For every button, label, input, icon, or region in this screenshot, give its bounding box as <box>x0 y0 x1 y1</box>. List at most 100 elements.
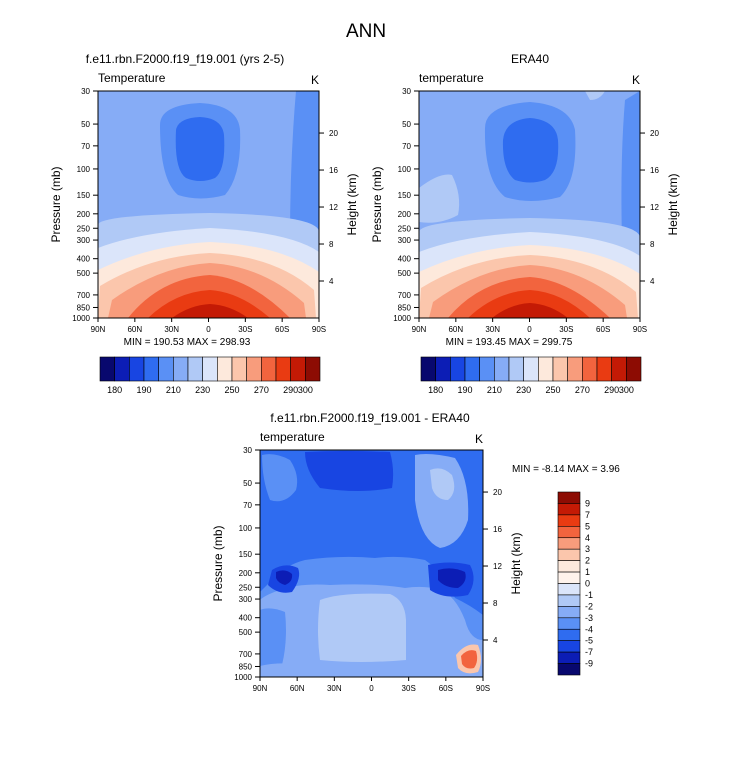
y-axis-label: Pressure (mb) <box>211 525 225 601</box>
y-tick-label: 400 <box>77 255 91 264</box>
colorbar-swatch <box>538 356 554 382</box>
colorbar-swatch <box>129 356 145 382</box>
colorbar-label: 2 <box>585 556 590 566</box>
contour-field <box>98 91 319 318</box>
contour-band-minus3-surface <box>260 608 286 669</box>
colorbar-swatch <box>557 640 581 653</box>
x-tick-label: 60S <box>596 325 610 334</box>
height-tick-label: 4 <box>493 636 498 645</box>
colorbar-label: 230 <box>195 385 210 395</box>
colorbar-swatch <box>479 356 495 382</box>
x-tick-label: 0 <box>206 325 211 334</box>
colorbar-swatch <box>290 356 306 382</box>
colorbar-swatch <box>158 356 174 382</box>
contour-band-polar-210 <box>290 91 319 255</box>
y-tick-label: 400 <box>398 255 412 264</box>
colorbar-swatch <box>557 560 581 573</box>
y-tick-label: 300 <box>239 595 253 604</box>
contour-band-minus5-top <box>305 451 394 491</box>
y-tick-label: 200 <box>398 210 412 219</box>
colorbar-swatch <box>187 356 203 382</box>
y-tick-label: 70 <box>402 142 411 151</box>
colorbar-label: 7 <box>585 510 590 520</box>
colorbar-swatch <box>420 356 436 382</box>
colorbar-swatch <box>173 356 189 382</box>
height-tick-label: 4 <box>329 277 334 286</box>
x-tick-label: 60N <box>127 325 142 334</box>
colorbar-label: -7 <box>585 647 593 657</box>
y-tick-label: 700 <box>77 291 91 300</box>
y-axis-label-right: Height (km) <box>509 532 523 594</box>
x-tick-label: 90S <box>476 684 490 693</box>
x-tick-label: 30S <box>238 325 252 334</box>
y-tick-label: 100 <box>77 165 91 174</box>
x-tick-label: 30N <box>327 684 342 693</box>
colorbar-swatch <box>450 356 466 382</box>
y-tick-label: 250 <box>398 224 412 233</box>
x-tick-label: 30S <box>402 684 416 693</box>
height-tick-label: 16 <box>493 525 502 534</box>
contour-field <box>260 450 483 677</box>
panel-model: f.e11.rbn.F2000.f19_f19.001 (yrs 2-5) Te… <box>49 52 359 395</box>
panel-title: f.e11.rbn.F2000.f19_f19.001 (yrs 2-5) <box>86 52 285 66</box>
colorbar-swatch <box>557 491 581 504</box>
x-tick-label: 60S <box>439 684 453 693</box>
x-tick-label: 60N <box>448 325 463 334</box>
panel-reanalysis: ERA40 temperature K 30507010015020025030… <box>370 52 680 395</box>
y-tick-label: 250 <box>77 224 91 233</box>
colorbar-swatch <box>557 594 581 607</box>
colorbar-swatch <box>261 356 277 382</box>
y-tick-label: 700 <box>398 291 412 300</box>
contour-band-200 <box>175 117 225 181</box>
y-tick-label: 250 <box>239 583 253 592</box>
colorbar-swatch <box>626 356 642 382</box>
contour-band-minus7-north <box>276 570 293 585</box>
colorbar-swatch <box>275 356 291 382</box>
colorbar-swatch <box>557 663 581 676</box>
x-tick-label: 90N <box>412 325 427 334</box>
colorbar-label: 270 <box>575 385 590 395</box>
x-tick-label: 90N <box>253 684 268 693</box>
field-label: temperature <box>260 430 325 444</box>
x-tick-label: 30S <box>559 325 573 334</box>
y-tick-label: 1000 <box>72 314 90 323</box>
y-tick-label: 100 <box>398 165 412 174</box>
colorbar: 180 190 210 230 250 270 290 300 <box>99 356 321 395</box>
y-tick-label: 300 <box>398 236 412 245</box>
colorbar-swatch <box>217 356 233 382</box>
colorbar-swatch <box>246 356 262 382</box>
contour-band-minus2-south <box>415 454 469 548</box>
axes: 305070100150200250300400500700850100090N… <box>370 87 680 334</box>
colorbar-label: 210 <box>487 385 502 395</box>
min-max-stats: MIN = -8.14 MAX = 3.96 <box>512 464 620 475</box>
height-tick-label: 12 <box>329 203 338 212</box>
x-tick-label: 0 <box>369 684 374 693</box>
height-tick-label: 16 <box>329 166 338 175</box>
x-tick-label: 30N <box>164 325 179 334</box>
colorbar-label: 0 <box>585 579 590 589</box>
y-tick-label: 850 <box>398 303 412 312</box>
y-axis-label: Pressure (mb) <box>49 166 63 242</box>
y-tick-label: 500 <box>77 269 91 278</box>
units-label: K <box>632 73 640 87</box>
colorbar-swatch <box>552 356 568 382</box>
y-tick-label: 300 <box>77 236 91 245</box>
y-tick-label: 50 <box>243 479 252 488</box>
panel-title: ERA40 <box>511 52 549 66</box>
y-tick-label: 200 <box>239 569 253 578</box>
units-label: K <box>475 432 483 446</box>
y-axis-label: Pressure (mb) <box>370 166 384 242</box>
colorbar-label: 180 <box>428 385 443 395</box>
axes: 305070100150200250300400500700850100090N… <box>211 446 523 693</box>
colorbar-swatch <box>231 356 247 382</box>
colorbar-label: 190 <box>457 385 472 395</box>
y-tick-label: 70 <box>81 142 90 151</box>
colorbar-label: -2 <box>585 601 593 611</box>
contour-band-polar-210 <box>621 91 640 255</box>
contour-band-200 <box>502 118 559 183</box>
y-tick-label: 150 <box>239 550 253 559</box>
colorbar-label: 300 <box>298 385 313 395</box>
height-tick-label: 12 <box>650 203 659 212</box>
y-tick-label: 30 <box>81 87 90 96</box>
colorbar-swatch <box>596 356 612 382</box>
